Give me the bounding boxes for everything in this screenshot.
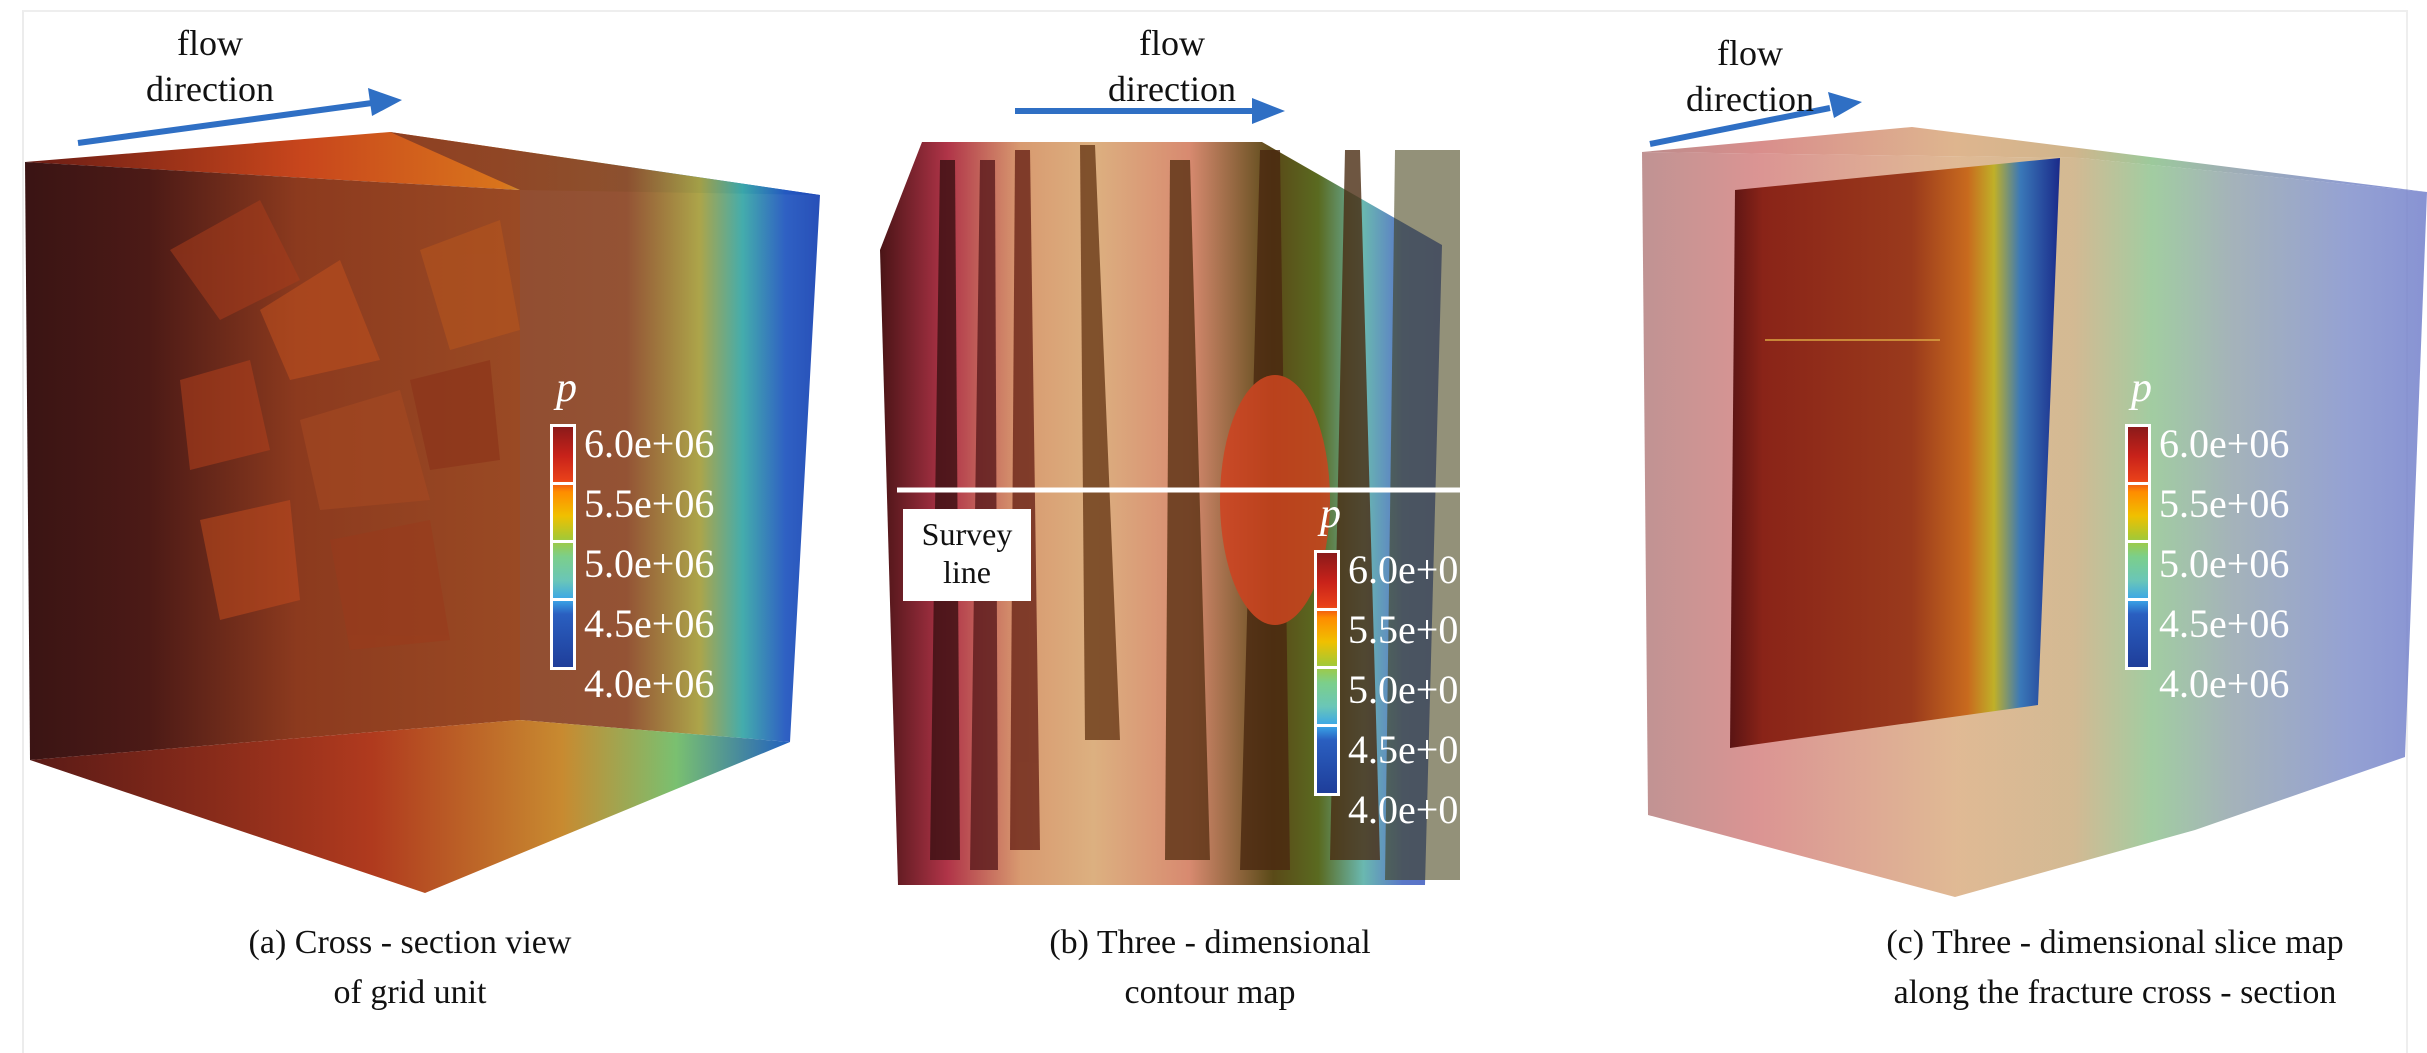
- panel-b: flow direction Survey line p 6.0e+06 5.5…: [820, 0, 1640, 1053]
- caption-line2: along the fracture cross - section: [1893, 974, 2337, 1011]
- survey-line-label: Survey line: [903, 509, 1031, 601]
- slice-c-render: [1642, 92, 2427, 897]
- legend-label: 5.0e+06: [584, 541, 715, 586]
- colorbar-tick: [550, 540, 576, 543]
- caption-line1: (a) Cross - section view: [248, 924, 572, 961]
- flow-arrow-b-icon: [1015, 98, 1285, 124]
- caption-line2: of grid unit: [333, 974, 487, 1011]
- colorbar-tick: [550, 482, 576, 485]
- colorbar-tick: [2125, 540, 2151, 543]
- colorbar-legend-c: p 6.0e+06 5.5e+06 5.0e+06 4.5e+06 4.0e+0…: [2125, 365, 2345, 704]
- colorbar-tick: [1314, 608, 1340, 611]
- legend-label: 5.5e+06: [584, 481, 715, 526]
- legend-label: 5.5e+06: [1348, 607, 1479, 652]
- legend-label: 4.5e+06: [2159, 601, 2290, 646]
- flow-label-line2: direction: [1686, 79, 1814, 119]
- legend-label: 4.0e+06: [584, 661, 715, 706]
- colorbar-legend-b: p 6.0e+06 5.5e+06 5.0e+06 4.5e+06 4.0e+0…: [1314, 491, 1534, 830]
- legend-label: 6.0e+06: [2159, 421, 2290, 466]
- fracture-network-a: [170, 200, 520, 650]
- colorbar: [1314, 550, 1340, 796]
- survey-label-line1: Survey: [921, 516, 1013, 552]
- legend-label: 5.5e+06: [2159, 481, 2290, 526]
- colorbar: [2125, 424, 2151, 670]
- colorbar-tick: [550, 598, 576, 601]
- caption-line1: (c) Three - dimensional slice map: [1886, 924, 2344, 961]
- colorbar-legend-a: p 6.0e+06 5.5e+06 5.0e+06 4.5e+06 4.0e+0…: [550, 365, 770, 704]
- panel-c: flow direction p 6.0e+06 5.5e+06 5.0e+06…: [1630, 0, 2427, 1053]
- legend-label: 5.0e+06: [2159, 541, 2290, 586]
- legend-label: 4.5e+06: [1348, 727, 1479, 772]
- caption-line1: (b) Three - dimensional: [1049, 924, 1371, 961]
- legend-label: 4.0e+06: [2159, 661, 2290, 706]
- flow-label-line2: direction: [146, 69, 274, 109]
- colorbar-tick: [1314, 666, 1340, 669]
- flow-direction-label-b: flow direction: [1082, 20, 1262, 112]
- caption-c: (c) Three - dimensional slice map along …: [1830, 918, 2400, 1018]
- panel-a: flow direction p 6.0e+06 5.5e+06 5.0e+06…: [0, 0, 820, 1053]
- legend-label: 6.0e+06: [1348, 547, 1479, 592]
- cube-a-render: [25, 88, 820, 893]
- colorbar-tick: [2125, 598, 2151, 601]
- flow-label-line2: direction: [1108, 69, 1236, 109]
- flow-label-line1: flow: [177, 23, 243, 63]
- flow-arrow-c-icon: [1649, 92, 1862, 147]
- flow-label-line1: flow: [1139, 23, 1205, 63]
- survey-line-arrow-icon: [897, 478, 1565, 502]
- legend-label: 5.0e+06: [1348, 667, 1479, 712]
- flow-label-line1: flow: [1717, 33, 1783, 73]
- colorbar: [550, 424, 576, 670]
- flow-arrow-a-icon: [77, 88, 402, 146]
- colorbar-tick: [2125, 482, 2151, 485]
- caption-a: (a) Cross - section view of grid unit: [150, 918, 670, 1018]
- legend-variable: p: [556, 365, 577, 411]
- caption-line2: contour map: [1124, 974, 1296, 1011]
- legend-label: 4.0e+06: [1348, 787, 1479, 832]
- colorbar-tick: [1314, 724, 1340, 727]
- flow-direction-label-c: flow direction: [1660, 30, 1840, 122]
- legend-label: 4.5e+06: [584, 601, 715, 646]
- legend-label: 6.0e+06: [584, 421, 715, 466]
- legend-variable: p: [1320, 491, 1341, 537]
- legend-variable: p: [2131, 365, 2152, 411]
- survey-label-line2: line: [943, 554, 991, 590]
- flow-direction-label-a: flow direction: [120, 20, 300, 112]
- caption-b: (b) Three - dimensional contour map: [960, 918, 1460, 1018]
- contour-b-render: [880, 98, 1565, 885]
- contour-surfaces-b: [930, 145, 1460, 880]
